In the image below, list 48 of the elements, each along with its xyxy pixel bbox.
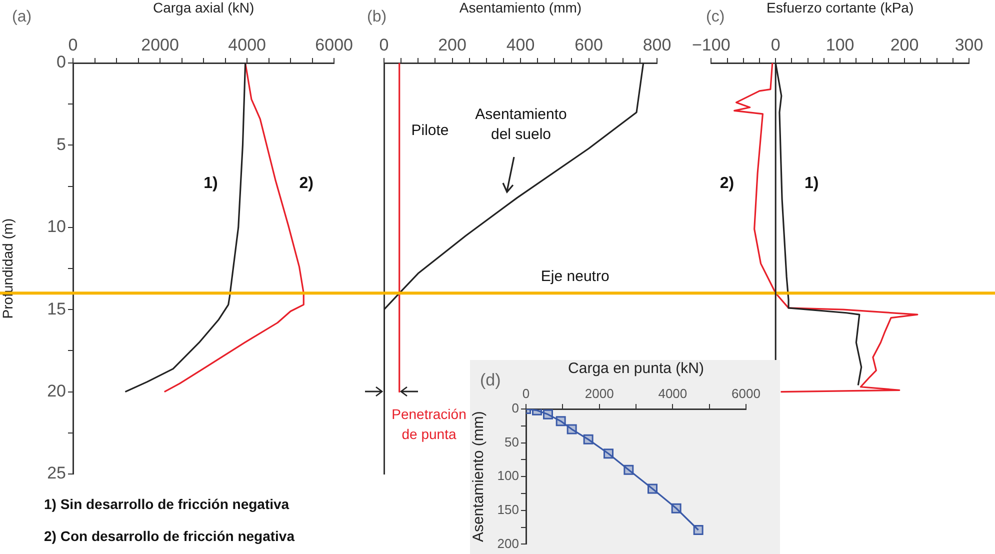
series-label: 1) — [804, 174, 819, 192]
text: (c) — [706, 8, 725, 26]
y-tick-label: 0 — [512, 400, 519, 416]
x-axis-title: Carga axial (kN) — [152, 0, 254, 16]
annotation: Pilote — [411, 122, 449, 140]
x-axis-title: Carga en punta (kN) — [568, 360, 704, 378]
x-tick-label: 2000 — [141, 35, 179, 54]
x-tick-label: −100 — [692, 35, 730, 54]
y-tick-label: 5 — [56, 134, 66, 154]
x-tick-label: 6000 — [315, 35, 354, 54]
x-tick-label: 300 — [954, 35, 984, 54]
series-label: 2) — [720, 174, 734, 192]
x-axis-title: Esfuerzo cortante (kPa) — [766, 0, 914, 16]
text: 2) Con desarrollo de fricción negativa — [44, 528, 295, 544]
y-tick-label: 0 — [56, 52, 66, 72]
text: (b) — [367, 8, 387, 26]
y-tick-label: 150 — [497, 502, 519, 517]
x-tick-label: 4000 — [228, 35, 266, 54]
x-axis-title: Asentamiento (mm) — [459, 0, 582, 16]
text: 1) Sin desarrollo de fricción negativa — [44, 496, 290, 512]
annotation: (d) — [480, 370, 501, 390]
x-tick-label: 6000 — [732, 386, 760, 401]
y-tick-label: 50 — [504, 434, 519, 450]
annotation: Asentamiento del suelo — [475, 106, 567, 144]
series-label: 1) — [204, 174, 218, 192]
y-tick-label: 100 — [497, 468, 519, 484]
y-axis-title: Profundidad (m) — [0, 218, 16, 319]
series-label: 2) — [299, 174, 314, 192]
x-tick-label: 2000 — [584, 386, 614, 401]
y-tick-label: 200 — [497, 536, 519, 551]
y-tick-label: 20 — [47, 381, 66, 400]
x-tick-label: 0 — [770, 35, 780, 54]
y-tick-label: 10 — [47, 217, 66, 236]
x-tick-label: 100 — [826, 35, 854, 54]
x-tick-label: 0 — [379, 35, 389, 54]
text: (a) — [12, 8, 32, 26]
y-axis-title: Asentamiento (mm) — [470, 411, 488, 542]
x-tick-label: 800 — [642, 35, 672, 54]
y-tick-label: 15 — [47, 299, 66, 318]
x-tick-label: 200 — [438, 35, 466, 54]
x-tick-label: 0 — [522, 386, 530, 401]
annotation: Penetración de punta — [392, 406, 466, 442]
y-tick-label: 25 — [47, 464, 66, 483]
x-tick-label: 4000 — [658, 386, 688, 401]
x-tick-label: 600 — [574, 35, 603, 54]
ref-line-label: Eje neutro — [540, 268, 610, 285]
x-tick-label: 400 — [506, 35, 535, 54]
x-tick-label: 200 — [890, 35, 919, 54]
